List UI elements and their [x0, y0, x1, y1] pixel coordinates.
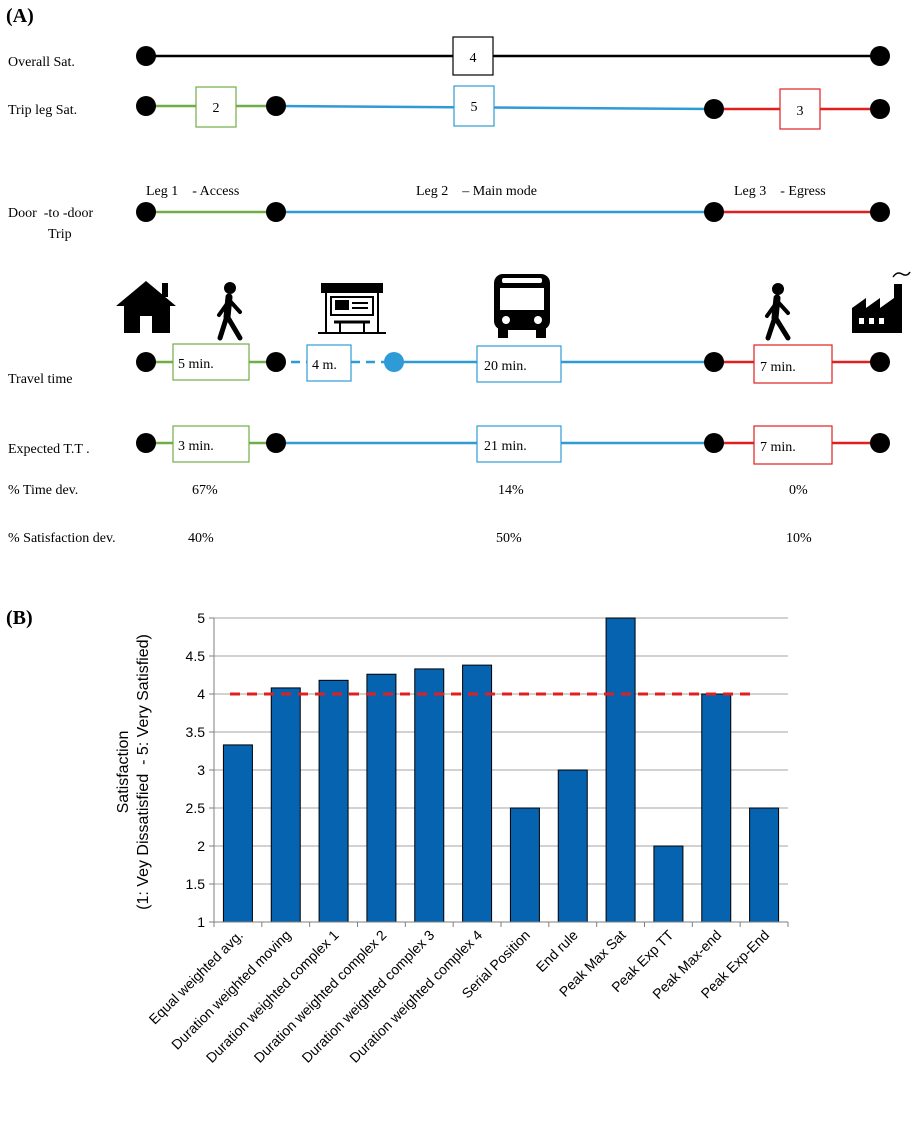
y-tick-label: 2.5	[186, 800, 206, 816]
node	[136, 202, 156, 222]
node	[704, 352, 724, 372]
leg2-exp-box	[476, 425, 562, 463]
node	[136, 96, 156, 116]
overall-sat-label: Overall Sat.	[8, 55, 75, 70]
y-tick-label: 2	[197, 838, 205, 854]
leg3-time-dev: 0%	[789, 483, 808, 498]
node	[870, 433, 890, 453]
bar	[557, 769, 588, 923]
bar	[749, 807, 780, 923]
y-axis-label-line2: (1: Vey Dissatisfied - 5: Very Satisfied…	[135, 634, 152, 910]
leg3-sat-box	[779, 88, 821, 130]
leg2-sat-value: 5	[471, 100, 478, 115]
y-tick-label: 1.5	[186, 876, 206, 892]
node	[870, 352, 890, 372]
leg1-exp-value: 3 min.	[178, 439, 214, 454]
sat-dev-label: % Satisfaction dev.	[8, 531, 116, 546]
overall-sat-box	[452, 36, 494, 76]
bar	[414, 668, 445, 923]
factory-icon	[852, 271, 911, 333]
time-dev-label: % Time dev.	[8, 483, 78, 498]
walking-person-icon	[217, 282, 243, 341]
y-tick-label: 4	[197, 686, 205, 702]
leg1-sat-box	[195, 86, 237, 128]
x-tick-labels: Equal weighted avg.Duration weighted mov…	[146, 926, 773, 1065]
bar	[653, 845, 684, 923]
wait-tt-value: 4 m.	[312, 358, 337, 373]
x-tick-label: End rule	[533, 927, 581, 975]
leg3-tt-box	[753, 344, 833, 384]
expected-tt-label: Expected T.T .	[8, 442, 90, 457]
leg2-tt-box	[476, 345, 562, 383]
leg3-sat-dev: 10%	[786, 531, 812, 546]
trip-leg-sat-label: Trip leg Sat.	[8, 103, 77, 118]
leg1-time-dev: 67%	[192, 483, 218, 498]
leg2-exp-value: 21 min.	[484, 439, 527, 454]
leg2-sat-dev: 50%	[496, 531, 522, 546]
node	[266, 96, 286, 116]
bar	[366, 673, 397, 923]
node	[870, 46, 890, 66]
leg3-exp-value: 7 min.	[760, 440, 796, 455]
bar	[270, 687, 301, 923]
y-tick-label: 3.5	[186, 724, 206, 740]
leg2-tt-value: 20 min.	[484, 359, 527, 374]
bus-icon	[494, 274, 550, 338]
node	[704, 202, 724, 222]
leg1-title: Leg 1 - Access	[146, 184, 239, 199]
leg2-time-dev: 14%	[498, 483, 524, 498]
leg3-sat-value: 3	[797, 104, 804, 119]
bar	[605, 617, 636, 923]
leg3-tt-value: 7 min.	[760, 360, 796, 375]
walking-person-icon	[765, 283, 791, 341]
node	[136, 46, 156, 66]
y-tick-label: 3	[197, 762, 205, 778]
bars	[222, 617, 780, 923]
node	[266, 352, 286, 372]
bar-chart: 1 1.5 2 2.5 3 3.5 4 4.5 5 Equal weighted avg.Dur…	[146, 610, 789, 1066]
leg1-sat-value: 2	[213, 101, 220, 116]
travel-time-label: Travel time	[8, 372, 72, 387]
boarding-node	[384, 352, 404, 372]
leg1-tt-box	[172, 343, 250, 381]
node	[266, 433, 286, 453]
leg3-title: Leg 3 - Egress	[734, 184, 826, 199]
node	[870, 99, 890, 119]
y-axis-label-line1: Satisfaction	[115, 731, 132, 814]
door-to-door-label-2: Trip	[48, 227, 72, 242]
bar	[462, 664, 493, 923]
bar	[509, 807, 540, 923]
bar	[318, 679, 349, 923]
y-tick-label: 1	[197, 914, 205, 930]
panel-a-label: (A)	[6, 5, 34, 27]
door-to-door-label: Door -to -door	[8, 206, 93, 221]
bar	[222, 744, 253, 923]
axes	[213, 618, 789, 927]
node	[704, 99, 724, 119]
node	[136, 352, 156, 372]
leg3-exp-box	[753, 425, 833, 465]
leg2-title: Leg 2 – Main mode	[416, 184, 537, 199]
node	[266, 202, 286, 222]
wait-tt-box	[306, 344, 352, 382]
leg2-sat-box	[453, 85, 495, 127]
y-tick-label: 4.5	[186, 648, 206, 664]
leg2-sat-line	[275, 104, 715, 111]
y-tick-label: 5	[197, 610, 205, 626]
panel-b-label: (B)	[6, 607, 33, 629]
y-tick-labels: 1 1.5 2 2.5 3 3.5 4 4.5 5	[186, 610, 206, 930]
bus-stop-icon	[318, 283, 386, 334]
bar	[701, 693, 732, 923]
node	[870, 202, 890, 222]
leg1-tt-value: 5 min.	[178, 357, 214, 372]
node	[704, 433, 724, 453]
node	[136, 433, 156, 453]
house-icon	[116, 281, 176, 333]
overall-sat-value: 4	[470, 51, 477, 66]
leg1-sat-dev: 40%	[188, 531, 214, 546]
leg1-exp-box	[172, 425, 250, 463]
